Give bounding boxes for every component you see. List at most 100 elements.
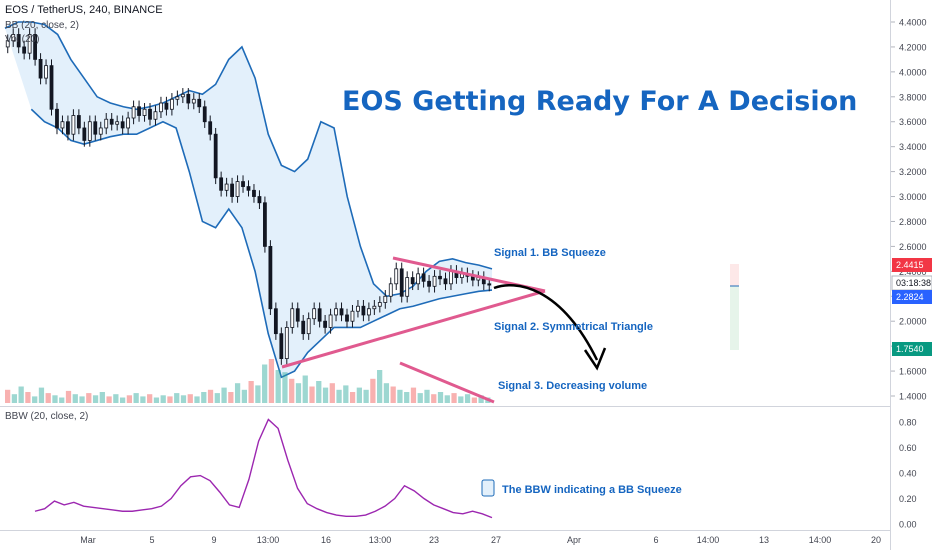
candle-body-58	[323, 320, 328, 328]
volume-bar-62	[424, 389, 430, 403]
volume-bar-61	[417, 393, 423, 403]
volume-bar-65	[444, 395, 450, 403]
time-tick-label-8: Apr	[567, 535, 581, 545]
volume-bar-24	[167, 396, 173, 403]
volume-bar-48	[329, 383, 335, 403]
bbw-tick-label-4: 0.80	[899, 418, 917, 428]
volume-bar-39	[268, 359, 275, 403]
candle-body-19	[109, 118, 114, 125]
candle-body-50	[279, 333, 284, 359]
time-tick-label-12: 14:00	[809, 535, 832, 545]
bbw-tick-label-0: 0.00	[899, 520, 917, 530]
time-tick-label-9: 6	[653, 535, 658, 545]
candle-body-0	[5, 40, 10, 48]
volume-bar-67	[458, 396, 464, 403]
high-price-label: 2.4415	[896, 260, 924, 270]
chart-title: EOS Getting Ready For A Decision	[342, 86, 857, 117]
time-axis[interactable]	[0, 530, 890, 531]
volume-decline-line	[399, 361, 495, 404]
price-axis[interactable]	[890, 0, 932, 550]
volume-bar-54	[370, 378, 376, 403]
candle-body-10	[60, 121, 65, 129]
candle-body-37	[208, 121, 213, 135]
candle-body-26	[148, 108, 152, 120]
bbw-tick-label-3: 0.60	[899, 443, 917, 453]
volume-bar-34	[234, 383, 241, 403]
vol-legend[interactable]: Vol (20)	[5, 34, 40, 45]
volume-bar-5	[38, 387, 45, 403]
symbol-legend[interactable]: EOS / TetherUS, 240, BINANCE	[5, 4, 163, 16]
candle-body-21	[120, 121, 125, 129]
price-tick-label-12: 3.8000	[899, 92, 927, 102]
candle-body-11	[66, 121, 70, 135]
price-tick-label-8: 3.0000	[899, 192, 927, 202]
volume-bar-10	[72, 394, 78, 403]
pane-divider[interactable]	[0, 406, 890, 407]
price-tick-label-6: 2.6000	[899, 242, 927, 252]
volume-bar-23	[160, 395, 166, 403]
time-tick-label-13: 20	[871, 535, 881, 545]
volume-bar-18	[126, 395, 133, 403]
price-tick-label-13: 4.0000	[899, 67, 927, 77]
candle-body-2	[16, 34, 21, 48]
bbw-legend[interactable]: BBW (20, close, 2)	[5, 411, 89, 422]
volume-bar-51	[349, 392, 356, 403]
price-tick-label-10: 3.4000	[899, 142, 927, 152]
candle-body-6	[38, 59, 43, 79]
bb-legend[interactable]: BB (20, close, 2)	[5, 20, 79, 31]
volume-bar-50	[343, 385, 349, 403]
volume-bar-70	[478, 395, 484, 403]
volume-bar-7	[52, 395, 58, 403]
time-tick-label-7: 27	[491, 535, 501, 545]
candle-body-35	[197, 98, 202, 108]
candle-body-79	[438, 275, 442, 280]
candle-body-18	[104, 118, 109, 129]
forecast-arrowhead	[583, 347, 607, 371]
volume-bar-66	[451, 393, 457, 403]
position-risk-zone	[730, 264, 739, 286]
candle-body-54	[301, 320, 306, 335]
time-tick-label-5: 13:00	[369, 535, 392, 545]
time-tick-label-1: 5	[149, 535, 154, 545]
candle-body-56	[312, 308, 317, 320]
candle-body-44	[246, 186, 251, 191]
candle-body-38	[213, 133, 218, 179]
candle-body-25	[142, 108, 147, 116]
volume-bar-63	[431, 394, 437, 403]
volume-bar-19	[133, 393, 139, 403]
bbw-line	[34, 418, 493, 519]
volume-bar-43	[295, 383, 302, 403]
volume-bar-58	[397, 389, 403, 403]
candle-body-78	[432, 275, 437, 287]
volume-bar-4	[32, 396, 38, 403]
candle-body-66	[366, 308, 371, 316]
price-tick-label-11: 3.6000	[899, 117, 927, 127]
volume-bar-13	[92, 395, 99, 403]
candle-body-27	[153, 111, 158, 120]
bb-fill	[5, 22, 492, 378]
time-tick-label-4: 16	[321, 535, 331, 545]
volume-bar-53	[363, 389, 369, 403]
price-tick-label-14: 4.2000	[899, 42, 927, 52]
volume-bar-16	[113, 394, 119, 403]
candle-body-60	[334, 308, 338, 316]
candle-body-47	[263, 202, 267, 247]
volume-bar-12	[86, 393, 92, 403]
volume-bar-25	[174, 393, 180, 403]
price-tick-label-15: 4.4000	[899, 18, 927, 28]
time-tick-label-0: Mar	[80, 535, 96, 545]
volume-bar-45	[309, 386, 315, 403]
volume-bar-42	[289, 378, 295, 403]
volume-bar-40	[275, 370, 281, 403]
volume-bar-11	[79, 396, 85, 403]
candle-body-17	[98, 127, 103, 135]
time-tick-label-3: 13:00	[257, 535, 280, 545]
bb-upper-line	[4, 21, 493, 298]
candle-body-24	[137, 106, 141, 116]
volume-bar-26	[180, 395, 187, 403]
volume-bar-57	[390, 386, 396, 403]
candle-body-63	[350, 310, 355, 322]
candle-body-73	[405, 277, 410, 297]
candle-body-33	[186, 93, 191, 104]
candle-body-12	[71, 115, 76, 135]
